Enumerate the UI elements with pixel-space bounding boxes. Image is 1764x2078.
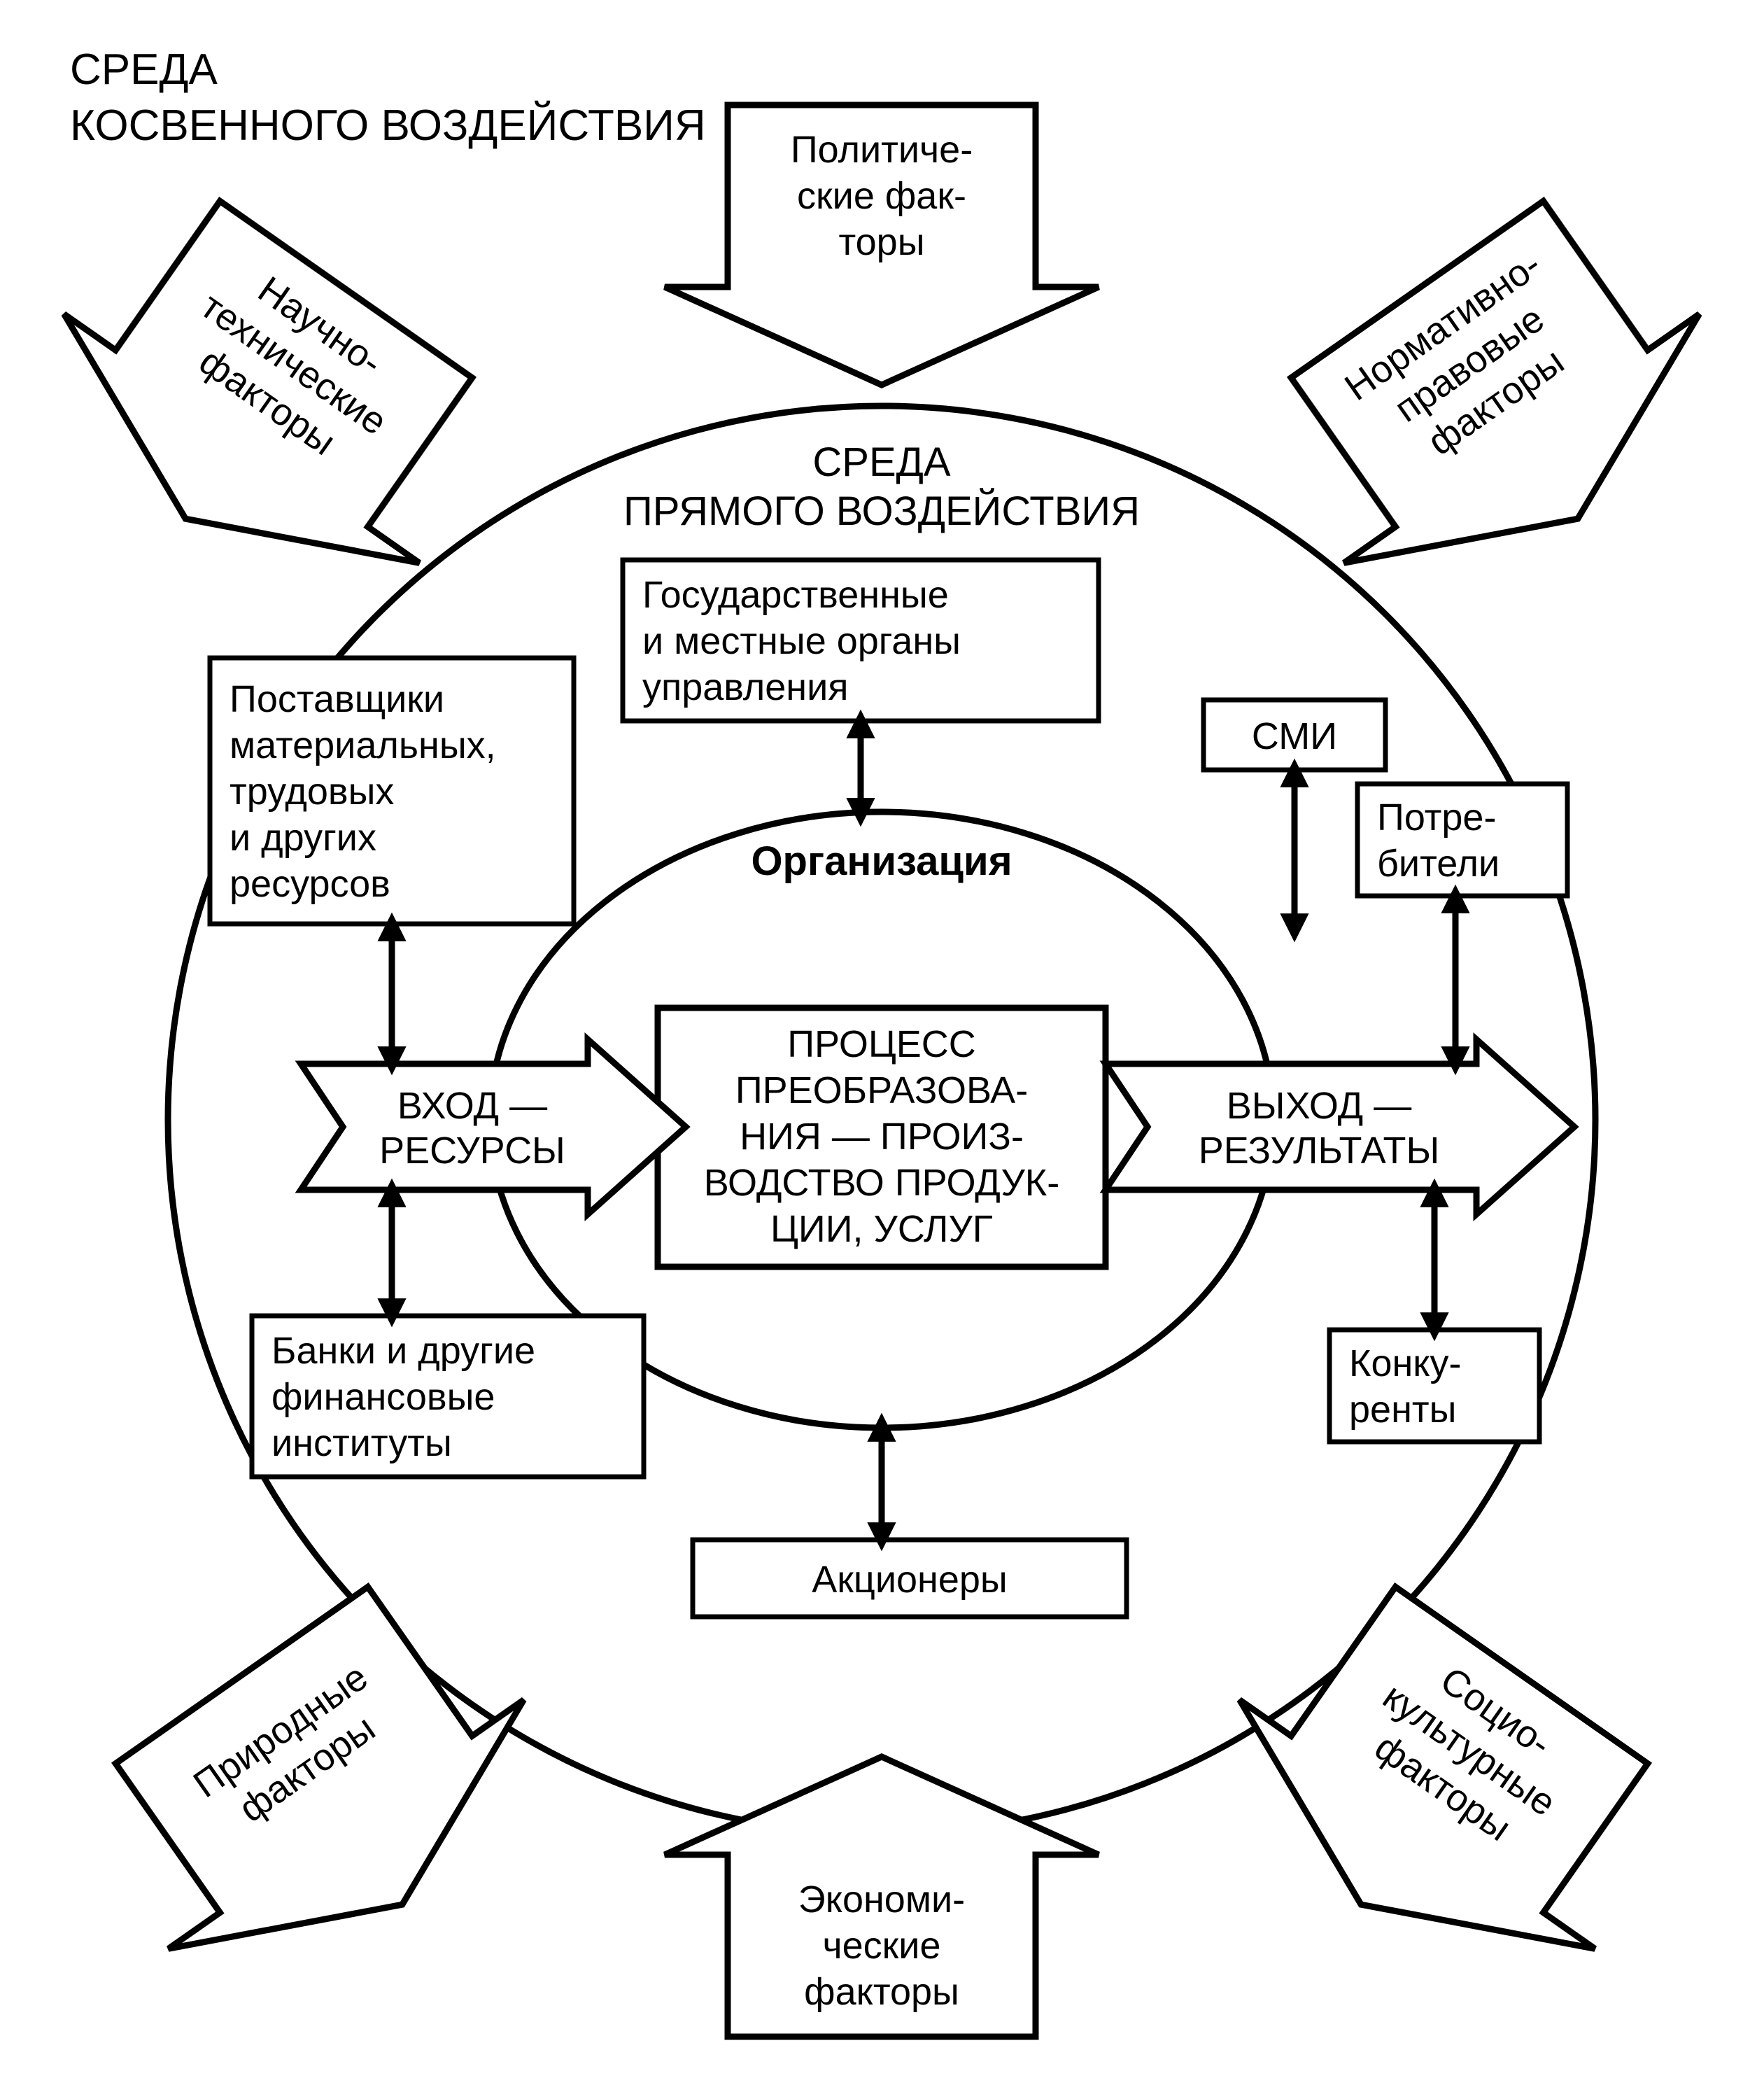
svg-text:ские фак-: ские фак-	[797, 175, 966, 217]
svg-text:Экономи-: Экономи-	[798, 1879, 965, 1921]
svg-text:Конку-: Конку-	[1349, 1342, 1462, 1384]
svg-text:КОСВЕННОГО ВОЗДЕЙСТВИЯ: КОСВЕННОГО ВОЗДЕЙСТВИЯ	[70, 101, 706, 150]
svg-text:управления: управления	[642, 666, 849, 708]
svg-text:институты: институты	[271, 1422, 452, 1464]
svg-text:ПРЯМОГО ВОЗДЕЙСТВИЯ: ПРЯМОГО ВОЗДЕЙСТВИЯ	[623, 489, 1140, 534]
svg-text:ренты: ренты	[1349, 1389, 1456, 1431]
indirect-sociocultural: Социо-культурныефакторы	[1183, 1551, 1699, 2029]
svg-text:материальных,: материальных,	[230, 724, 496, 766]
indirect-science: Научно-техническиефакторы	[8, 165, 523, 643]
svg-text:ВХОД —: ВХОД —	[397, 1085, 547, 1127]
svg-text:Организация: Организация	[751, 838, 1012, 884]
svg-text:ПРЕОБРАЗОВА-: ПРЕОБРАЗОВА-	[735, 1069, 1028, 1111]
indirect-political: Политиче-ские фак-торы	[665, 105, 1099, 385]
indirect-natural: Природныефакторы	[64, 1551, 579, 2029]
output-arrow	[1106, 1039, 1574, 1214]
svg-text:Банки и другие: Банки и другие	[271, 1330, 535, 1372]
svg-text:Потре-: Потре-	[1377, 796, 1496, 838]
indirect-legal: Нормативно-правовыефакторы	[1239, 165, 1755, 643]
svg-text:ПРОЦЕСС: ПРОЦЕСС	[787, 1023, 976, 1065]
svg-text:РЕЗУЛЬТАТЫ: РЕЗУЛЬТАТЫ	[1199, 1130, 1440, 1172]
svg-text:ЦИИ, УСЛУГ: ЦИИ, УСЛУГ	[770, 1208, 993, 1250]
svg-text:СРЕДА: СРЕДА	[70, 45, 218, 94]
svg-text:РЕСУРСЫ: РЕСУРСЫ	[379, 1130, 565, 1172]
input-arrow	[301, 1039, 686, 1214]
svg-text:Государственные: Государственные	[642, 574, 949, 616]
svg-text:НИЯ — ПРОИЗ-: НИЯ — ПРОИЗ-	[740, 1116, 1024, 1158]
svg-text:и других: и других	[230, 817, 376, 859]
svg-text:ВЫХОД —: ВЫХОД —	[1227, 1085, 1411, 1127]
svg-text:бители: бители	[1377, 843, 1500, 885]
svg-text:Политиче-: Политиче-	[791, 129, 973, 171]
svg-text:ресурсов: ресурсов	[230, 863, 390, 905]
svg-text:ВОДСТВО ПРОДУК-: ВОДСТВО ПРОДУК-	[704, 1162, 1059, 1204]
svg-text:трудовых: трудовых	[230, 771, 394, 813]
svg-text:СРЕДА: СРЕДА	[812, 440, 951, 485]
svg-text:ческие: ческие	[823, 1925, 941, 1967]
svg-text:торы: торы	[838, 221, 924, 263]
svg-text:и местные органы: и местные органы	[642, 620, 961, 662]
svg-text:Акционеры: Акционеры	[812, 1559, 1007, 1601]
svg-text:факторы: факторы	[804, 1971, 959, 2013]
svg-text:финансовые: финансовые	[271, 1376, 495, 1418]
svg-text:Поставщики: Поставщики	[230, 678, 444, 720]
indirect-economic: Экономи-ческиефакторы	[665, 1757, 1099, 2037]
svg-text:СМИ: СМИ	[1252, 715, 1337, 757]
